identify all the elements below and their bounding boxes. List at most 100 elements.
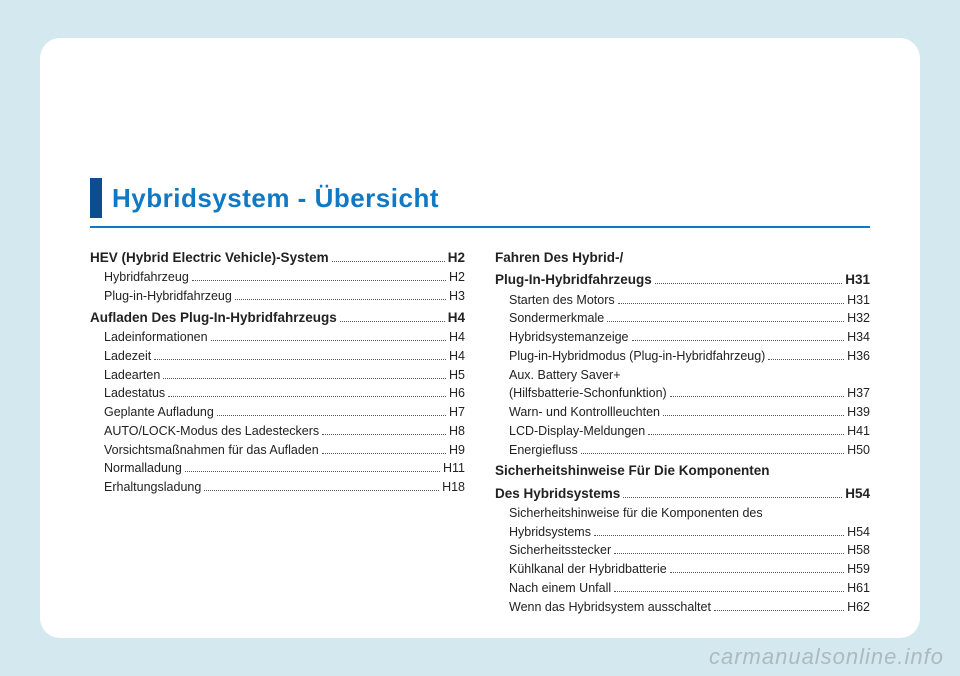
toc-page-ref: H36 [847,347,870,366]
toc-page-ref: H2 [448,248,465,268]
toc-entry: SondermerkmaleH32 [495,309,870,328]
toc-leader-dots [623,497,842,498]
toc-page-ref: H31 [847,291,870,310]
toc-page-ref: H3 [449,287,465,306]
toc-entry: Des Hybridsystems H54 [495,484,870,504]
toc-label: Aufladen Des Plug-In-Hybridfahrzeugs [90,308,337,328]
toc-page-ref: H61 [847,579,870,598]
toc-entry: Hybridfahrzeug H2 [90,268,465,287]
toc-entry: HEV (Hybrid Electric Vehicle)-System H2 [90,248,465,268]
toc-page-ref: H8 [449,422,465,441]
toc-label: Aux. Battery Saver+ [509,366,621,385]
toc-page-ref: H7 [449,403,465,422]
toc-entry: Kühlkanal der Hybridbatterie H59 [495,560,870,579]
toc-label: Kühlkanal der Hybridbatterie [509,560,667,579]
toc-entry: Warn- und KontrollleuchtenH39 [495,403,870,422]
toc-entry: Aufladen Des Plug-In-Hybridfahrzeugs H4 [90,308,465,328]
toc-page-ref: H4 [449,328,465,347]
toc-page-ref: H18 [442,478,465,497]
toc-entry: Wenn das Hybridsystem ausschaltet H62 [495,598,870,617]
section-title: Hybridsystem - Übersicht [112,183,439,214]
toc-leader-dots [581,453,844,454]
toc-label: LCD-Display-Meldungen [509,422,645,441]
toc-entry: Erhaltungsladung H18 [90,478,465,497]
watermark-text: carmanualsonline.info [709,644,944,670]
toc-entry: Aux. Battery Saver+ [495,366,870,385]
toc-label: Normalladung [104,459,182,478]
toc-label: Ladearten [104,366,160,385]
toc-label: Wenn das Hybridsystem ausschaltet [509,598,711,617]
toc-label: Sicherheitshinweise für die Komponenten … [509,504,763,523]
toc-entry: Sicherheitshinweise für die Komponenten … [495,504,870,523]
toc-label: Hybridsystemanzeige [509,328,629,347]
toc-page-ref: H62 [847,598,870,617]
toc-leader-dots [235,299,446,300]
toc-label: Erhaltungsladung [104,478,201,497]
toc-entry: LadeinformationenH4 [90,328,465,347]
toc-leader-dots [211,340,446,341]
toc-page-ref: H58 [847,541,870,560]
toc-label: Sicherheitshinweise Für Die Komponenten [495,461,770,481]
toc-label: Nach einem Unfall [509,579,611,598]
toc-entry: Plug-in-Hybridmodus (Plug-in-Hybridfahrz… [495,347,870,366]
toc-page-ref: H2 [449,268,465,287]
toc-page-ref: H4 [448,308,465,328]
toc-label: Ladestatus [104,384,165,403]
toc-label: Sicherheitsstecker [509,541,611,560]
toc-page-ref: H41 [847,422,870,441]
toc-entry: Vorsichtsmaßnahmen für das AufladenH9 [90,441,465,460]
toc-page-ref: H54 [845,484,870,504]
toc-page-ref: H37 [847,384,870,403]
toc-leader-dots [618,303,844,304]
toc-leader-dots [168,396,446,397]
toc-label: Vorsichtsmaßnahmen für das Aufladen [104,441,319,460]
toc-leader-dots [714,610,844,611]
toc-page-ref: H6 [449,384,465,403]
toc-label: Hybridfahrzeug [104,268,189,287]
toc-leader-dots [340,321,445,322]
toc-label: (Hilfsbatterie-Schonfunktion) [509,384,667,403]
toc-label: Plug-in-Hybridfahrzeug [104,287,232,306]
toc-entry: HybridsystemanzeigeH34 [495,328,870,347]
toc-label: HEV (Hybrid Electric Vehicle)-System [90,248,329,268]
toc-entry: Sicherheitshinweise Für Die Komponenten [495,461,870,481]
toc-label: Energiefluss [509,441,578,460]
toc-label: Warn- und Kontrollleuchten [509,403,660,422]
toc-leader-dots [322,453,446,454]
toc-right-column: Fahren Des Hybrid-/Plug-In-Hybridfahrzeu… [495,246,870,616]
toc-leader-dots [192,280,446,281]
toc-leader-dots [614,553,844,554]
toc-entry: HybridsystemsH54 [495,523,870,542]
toc-label: Geplante Aufladung [104,403,214,422]
toc-label: Fahren Des Hybrid-/ [495,248,623,268]
toc-label: Ladezeit [104,347,151,366]
toc-leader-dots [607,321,844,322]
section-header: Hybridsystem - Übersicht [90,178,870,218]
toc-page-ref: H32 [847,309,870,328]
toc-entry: Nach einem Unfall H61 [495,579,870,598]
toc-entry: Plug-In-HybridfahrzeugsH31 [495,270,870,290]
toc-leader-dots [663,415,844,416]
toc-page-ref: H59 [847,560,870,579]
header-accent-tab [90,178,102,218]
toc-columns: HEV (Hybrid Electric Vehicle)-SystemH2Hy… [90,246,870,616]
toc-leader-dots [594,535,844,536]
toc-label: Plug-in-Hybridmodus (Plug-in-Hybridfahrz… [509,347,765,366]
toc-leader-dots [768,359,844,360]
toc-entry: Normalladung H11 [90,459,465,478]
toc-leader-dots [648,434,844,435]
toc-label: Hybridsystems [509,523,591,542]
header-divider [90,226,870,228]
toc-label: Des Hybridsystems [495,484,620,504]
toc-page-ref: H5 [449,366,465,385]
toc-page-ref: H50 [847,441,870,460]
toc-page-ref: H11 [443,459,465,478]
toc-label: Plug-In-Hybridfahrzeugs [495,270,652,290]
toc-entry: Sicherheitsstecker H58 [495,541,870,560]
toc-leader-dots [632,340,845,341]
toc-leader-dots [204,490,439,491]
toc-label: AUTO/LOCK-Modus des Ladesteckers [104,422,319,441]
toc-leader-dots [614,591,844,592]
toc-leader-dots [655,283,842,284]
toc-leader-dots [332,261,445,262]
